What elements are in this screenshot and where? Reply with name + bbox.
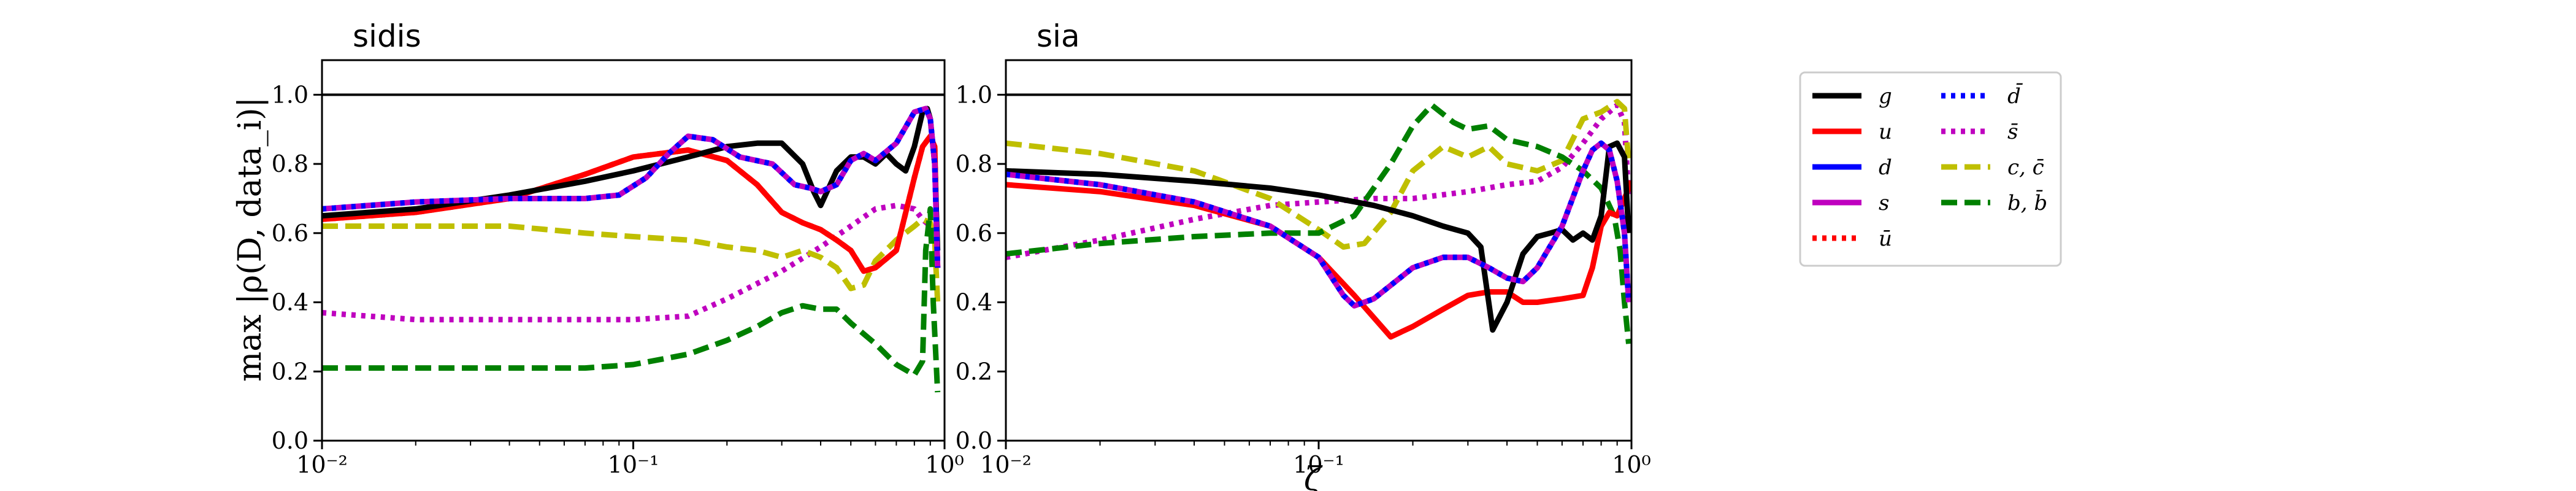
x-tick-label: 10⁰ [1612, 451, 1651, 478]
y-tick-label: 0.4 [272, 289, 309, 316]
series-line-s [1006, 140, 1631, 309]
y-tick-label: 0.6 [956, 220, 992, 247]
chart-panel-sia: sia 0.0 0.2 0.4 0.6 0.8 1.0 10⁻² 10⁻¹ 10⁰ [956, 18, 1651, 478]
legend-label-s: s [1879, 191, 1889, 215]
y-tick-label: 0.6 [272, 220, 309, 247]
series-line-g [322, 106, 941, 251]
y-tick-label: 0.4 [956, 289, 992, 316]
series-line-sbar [322, 203, 941, 323]
legend-label-dbar: d̄ [2007, 83, 2023, 109]
panel-title: sia [1037, 18, 1080, 54]
x-tick-label: 10⁻² [296, 451, 348, 478]
x-tick-label: 10⁻¹ [1293, 451, 1344, 478]
y-tick-label: 1.0 [956, 81, 992, 108]
x-axis-label: ζ [1304, 461, 1323, 491]
series-line-b [1006, 102, 1631, 344]
y-tick-label: 0.8 [956, 150, 992, 177]
y-tick-label: 0.2 [956, 358, 992, 385]
panel-title: sidis [353, 18, 421, 54]
y-tick-label: 0.8 [272, 150, 309, 177]
legend-frame [1799, 71, 2062, 267]
series-line-sbar [1006, 102, 1631, 260]
legend-label-d: d [1879, 155, 1892, 180]
plot-frame [1005, 59, 1633, 442]
y-tick-label: 1.0 [272, 81, 309, 108]
x-tick-label: 10⁻¹ [608, 451, 659, 478]
chart-panel-sidis: sidis 0.0 0.2 0.4 0.6 0.8 1.0 10⁻² 10⁻¹ 10⁰ [272, 18, 964, 478]
legend-label-ubar: ū [1879, 226, 1892, 251]
y-tick-label: 0.0 [956, 427, 992, 454]
legend-label-b: b, b̄ [2007, 190, 2047, 215]
series-line-u [322, 133, 941, 274]
x-tick-label: 10⁰ [925, 451, 964, 478]
series-line-c [322, 216, 941, 303]
legend-label-g: g [1879, 84, 1892, 109]
legend-label-sbar: s̄ [2007, 120, 2018, 144]
series-line-c [1006, 99, 1631, 250]
x-tick-label: 10⁻² [980, 451, 1032, 478]
legend-label-u: u [1879, 120, 1892, 144]
y-axis-label: max |ρ(D, data_i)| [232, 97, 269, 382]
y-tick-label: 0.0 [272, 427, 309, 454]
legend-label-c: c, c̄ [2007, 155, 2044, 180]
series-line-s [322, 106, 941, 268]
y-tick-label: 0.2 [272, 358, 309, 385]
